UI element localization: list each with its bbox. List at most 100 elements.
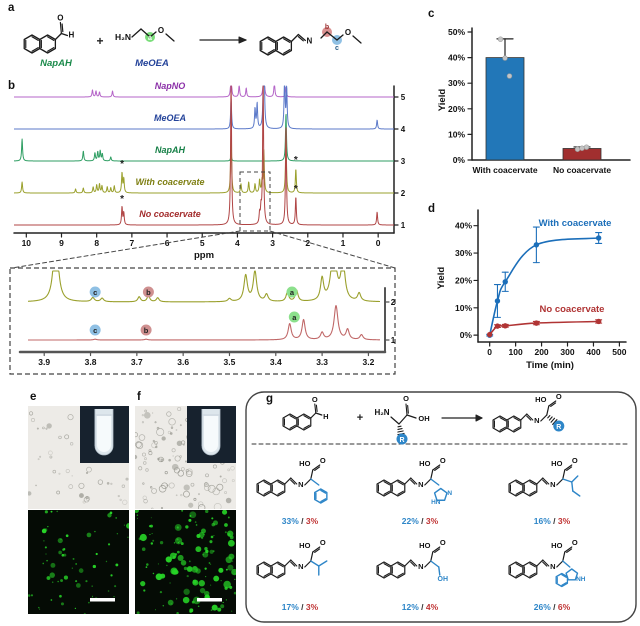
- svg-text:b: b: [144, 326, 149, 335]
- inset-annotation-c: c: [89, 324, 101, 336]
- svg-text:9: 9: [59, 238, 64, 248]
- yield-bar-chart: 0% 10% 20% 30% 40% 50% Yield With coacervate No …: [437, 27, 631, 175]
- product-structure-imidazolylmethyl: N HO O N HN: [376, 456, 452, 506]
- svg-text:300: 300: [560, 347, 574, 357]
- svg-text:5: 5: [401, 93, 406, 102]
- svg-text:c: c: [93, 326, 97, 335]
- svg-text:O: O: [572, 456, 578, 465]
- svg-text:3.6: 3.6: [177, 357, 189, 367]
- inset-annotation-a: a: [286, 286, 298, 298]
- svg-text:O: O: [320, 456, 326, 465]
- product-structure-hydroxymethyl: N HO O OH: [376, 538, 449, 583]
- panel-g-label: g: [266, 393, 274, 405]
- svg-text:HO: HO: [551, 459, 562, 468]
- product-structure-indolylmethyl: N HO O NH: [508, 538, 586, 588]
- svg-text:N: N: [298, 562, 303, 571]
- panel-d-label: d: [428, 203, 436, 215]
- svg-text:N: N: [534, 416, 539, 425]
- nmr-trace-label: No coacervate: [139, 209, 201, 219]
- legend-no-coacervate: No coacervate: [540, 304, 605, 315]
- svg-text:3.7: 3.7: [131, 357, 143, 367]
- inset-annotation-b: b: [142, 286, 154, 298]
- meoea-O: O: [158, 26, 164, 35]
- product-structure-isopropyl: N HO O: [256, 538, 328, 579]
- svg-text:HO: HO: [419, 459, 430, 468]
- svg-text:40%: 40%: [448, 53, 465, 63]
- svg-text:O: O: [403, 394, 409, 403]
- svg-text:0: 0: [376, 238, 381, 248]
- svg-text:b: b: [146, 288, 151, 297]
- svg-text:a: a: [290, 288, 295, 297]
- svg-text:4: 4: [235, 238, 240, 248]
- nmr-trace-label: NapAH: [155, 145, 186, 155]
- yield-label-indolylmethyl: 26% / 6%: [534, 602, 571, 612]
- svg-text:2: 2: [401, 189, 406, 198]
- svg-text:N: N: [418, 480, 423, 489]
- product-structure-sec-butyl: N HO O: [508, 456, 581, 497]
- inset-annotation-c: c: [89, 286, 101, 298]
- plus-sign: +: [96, 34, 103, 48]
- svg-text:7: 7: [130, 238, 135, 248]
- svg-text:2: 2: [305, 238, 310, 248]
- svg-text:c: c: [93, 288, 97, 297]
- reactant2-name: MeOEA: [135, 58, 169, 69]
- brightfield-image-f: [135, 406, 236, 509]
- tube-photo-inset: [187, 406, 236, 463]
- svg-text:N: N: [418, 562, 423, 571]
- series-no-coacervate: No coacervate: [486, 304, 605, 338]
- svg-text:3.9: 3.9: [38, 357, 50, 367]
- svg-text:N: N: [298, 480, 303, 489]
- svg-text:O: O: [440, 538, 446, 547]
- svg-text:0%: 0%: [460, 330, 473, 340]
- svg-text:HO: HO: [299, 459, 310, 468]
- tube-photo-inset: [80, 406, 129, 463]
- nmr-trace-napah: NapAH: [13, 113, 395, 162]
- svg-text:10%: 10%: [448, 129, 465, 139]
- svg-text:3.5: 3.5: [224, 357, 236, 367]
- svg-text:N: N: [550, 480, 555, 489]
- svg-text:1: 1: [401, 221, 406, 230]
- yield-time-chart: 0 100 200 300 400 500 0% 10% 20% 30% 40% Time (min)…: [436, 209, 627, 371]
- svg-text:3.3: 3.3: [316, 357, 328, 367]
- svg-text:3.4: 3.4: [270, 357, 282, 367]
- panel-c-label: c: [428, 8, 435, 20]
- inset-annotation-a: a: [288, 311, 300, 323]
- svg-text:R: R: [556, 424, 561, 431]
- svg-text:3.2: 3.2: [363, 357, 375, 367]
- panel-e-label: e: [30, 391, 37, 403]
- inset-trace-1: [27, 305, 381, 341]
- svg-text:NH: NH: [576, 576, 586, 583]
- svg-text:10: 10: [22, 238, 32, 248]
- svg-text:30%: 30%: [455, 248, 472, 258]
- bar-with-coacervate: With coacervate: [472, 36, 538, 175]
- nmr-main-chart: 109876543210ppm54321NapNOMeOEANapAHWith …: [11, 81, 406, 269]
- svg-text:10%: 10%: [455, 303, 472, 313]
- scale-bar: [197, 598, 222, 602]
- svg-text:N: N: [550, 562, 555, 571]
- nmr-trace-label: NapNO: [155, 81, 186, 91]
- nmr-xlabel: ppm: [194, 250, 214, 261]
- asterisk-marker: *: [294, 155, 298, 166]
- svg-text:OH: OH: [438, 576, 449, 583]
- inset-annotation-b: b: [140, 324, 152, 336]
- svg-text:400: 400: [586, 347, 600, 357]
- svg-text:200: 200: [534, 347, 548, 357]
- svg-text:1: 1: [341, 238, 346, 248]
- svg-text:8: 8: [94, 238, 99, 248]
- inset-trace-2: [27, 270, 381, 303]
- product-O: O: [345, 28, 351, 37]
- legend-with-coacervate: With coacervate: [539, 218, 612, 229]
- site-c-label: c: [335, 45, 339, 52]
- svg-text:OH: OH: [418, 414, 429, 423]
- svg-text:HO: HO: [419, 541, 430, 550]
- r-group-circle: R: [399, 437, 404, 444]
- svg-text:0: 0: [487, 347, 492, 357]
- svg-text:5: 5: [200, 238, 205, 248]
- svg-text:3.8: 3.8: [85, 357, 97, 367]
- time-ylabel: Yield: [436, 267, 447, 290]
